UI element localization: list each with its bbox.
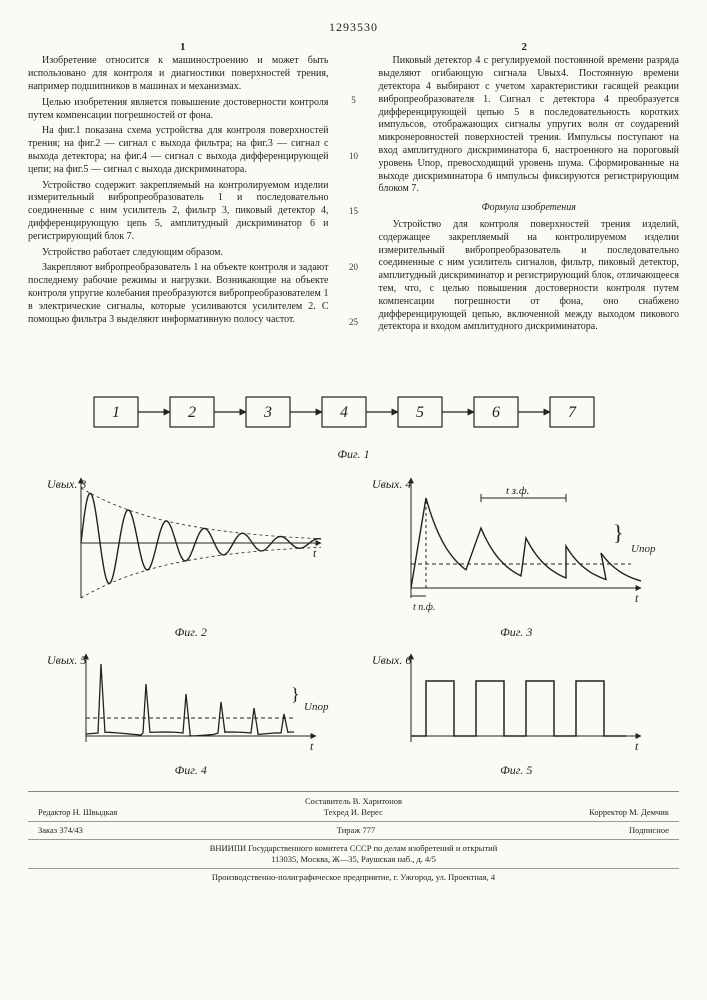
paragraph: Устройство работает следующим образом. xyxy=(28,247,329,260)
text-columns: Изобретение относится к машиностроению и… xyxy=(28,55,679,373)
col-number-right: 2 xyxy=(522,40,528,54)
svg-text:t: t xyxy=(313,546,317,560)
fig5-caption: Фиг. 5 xyxy=(366,763,666,778)
paragraph: Устройство содержит закрепляемый на конт… xyxy=(28,180,329,244)
fig1-svg: 1 2 3 4 5 6 7 xyxy=(74,385,634,445)
fig2-svg: Uвых. 3 t xyxy=(41,468,341,618)
paragraph: Изобретение относится к машиностроению и… xyxy=(28,55,329,93)
line-num: 10 xyxy=(349,151,358,163)
svg-text:4: 4 xyxy=(340,404,348,421)
footer-compiler: Составитель В. Харитонов xyxy=(28,796,679,807)
line-num: 25 xyxy=(349,317,358,329)
paragraph: Пиковый детектор 4 с регулируемой постоя… xyxy=(379,55,680,196)
svg-text:Uвых. 5: Uвых. 5 xyxy=(47,653,86,667)
svg-text:t п.ф.: t п.ф. xyxy=(413,602,435,613)
fig5-svg: Uвых. 6 t xyxy=(366,646,666,756)
fig5: Uвых. 6 t Фиг. 5 xyxy=(366,646,666,784)
svg-text:7: 7 xyxy=(568,404,577,421)
svg-text:}: } xyxy=(613,520,624,545)
col-number-left: 1 xyxy=(180,40,186,54)
footer: Составитель В. Харитонов Редактор Н. Швы… xyxy=(28,791,679,883)
svg-text:t з.ф.: t з.ф. xyxy=(506,485,529,497)
paragraph: Закрепляют вибропреобразователь 1 на объ… xyxy=(28,262,329,326)
footer-techred: Техред И. Верес xyxy=(324,807,383,818)
fig3: Uвых. 4 t} Uпор t з.ф. t п.ф. Фиг. 3 xyxy=(366,468,666,646)
figures-area: 1 2 3 4 5 6 7 Фиг. 1 Uвых. 3 t Фиг. 2 Uвых. 4 t}… xyxy=(28,385,679,785)
svg-text:6: 6 xyxy=(492,404,500,421)
svg-text:t: t xyxy=(310,739,314,753)
svg-text:Uпор: Uпор xyxy=(304,701,329,713)
svg-text:Uвых. 6: Uвых. 6 xyxy=(372,653,411,667)
line-num: 15 xyxy=(349,206,358,218)
svg-text:Uвых. 3: Uвых. 3 xyxy=(47,477,86,491)
svg-text:Uвых. 4: Uвых. 4 xyxy=(372,477,411,491)
svg-text:2: 2 xyxy=(188,404,196,421)
right-column: Пиковый детектор 4 с регулируемой постоя… xyxy=(379,55,680,373)
footer-order: Заказ 374/43 xyxy=(38,825,83,836)
footer-org2: Производственно-полиграфическое предприя… xyxy=(28,872,679,883)
fig3-svg: Uвых. 4 t} Uпор t з.ф. t п.ф. xyxy=(366,468,666,618)
doc-number: 1293530 xyxy=(28,20,679,35)
svg-text:t: t xyxy=(635,739,639,753)
line-num: 5 xyxy=(351,95,356,107)
svg-text:3: 3 xyxy=(263,404,272,421)
svg-text:5: 5 xyxy=(416,404,424,421)
svg-text:t: t xyxy=(635,591,639,605)
footer-corrector: Корректор М. Демчик xyxy=(589,807,669,818)
footer-editor: Редактор Н. Швыдкая xyxy=(38,807,117,818)
svg-text:}: } xyxy=(291,684,300,704)
footer-org1: ВНИИПИ Государственного комитета СССР по… xyxy=(28,843,679,854)
left-column: Изобретение относится к машиностроению и… xyxy=(28,55,329,373)
fig-4-5-row: Uвых. 5 t} Uпор Фиг. 4 Uвых. 6 t Фиг. 5 xyxy=(28,646,679,784)
footer-addr1: 113035, Москва, Ж—35, Раушская наб., д. … xyxy=(28,854,679,865)
line-number-gutter: 5 10 15 20 25 xyxy=(347,55,361,373)
formula-title: Формула изобретения xyxy=(379,202,680,215)
svg-text:1: 1 xyxy=(112,404,120,421)
paragraph: Устройство для контроля поверхностей тре… xyxy=(379,219,680,334)
fig4-caption: Фиг. 4 xyxy=(41,763,341,778)
fig1-caption: Фиг. 1 xyxy=(28,447,679,462)
line-num: 20 xyxy=(349,262,358,274)
paragraph: На фиг.1 показана схема устройства для к… xyxy=(28,125,329,176)
fig2-caption: Фиг. 2 xyxy=(41,625,341,640)
footer-sub: Подписное xyxy=(629,825,669,836)
fig2: Uвых. 3 t Фиг. 2 xyxy=(41,468,341,646)
page: 1293530 1 2 Изобретение относится к маши… xyxy=(0,0,707,1000)
fig4-svg: Uвых. 5 t} Uпор xyxy=(41,646,341,756)
svg-text:Uпор: Uпор xyxy=(631,543,656,555)
footer-tirage: Тираж 777 xyxy=(337,825,375,836)
fig4: Uвых. 5 t} Uпор Фиг. 4 xyxy=(41,646,341,784)
paragraph: Целью изобретения является повышение дос… xyxy=(28,97,329,123)
fig1: 1 2 3 4 5 6 7 Фиг. 1 xyxy=(28,385,679,462)
fig3-caption: Фиг. 3 xyxy=(366,625,666,640)
fig-2-3-row: Uвых. 3 t Фиг. 2 Uвых. 4 t} Uпор t з.ф. t п.ф… xyxy=(28,468,679,646)
